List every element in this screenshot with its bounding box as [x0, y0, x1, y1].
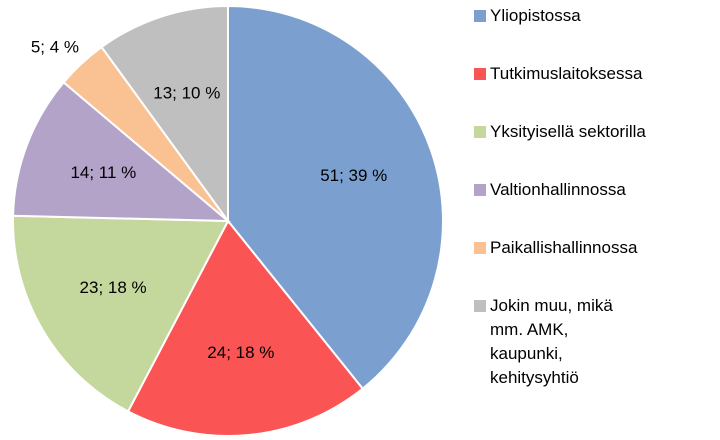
data-label: 51; 39 % [320, 166, 387, 185]
pie-slice [126, 219, 365, 437]
legend-item: Valtionhallinnossa [474, 178, 720, 236]
legend-item: Tutkimuslaitoksessa [474, 62, 720, 120]
data-label: 5; 4 % [31, 37, 79, 56]
data-label: 24; 18 % [207, 343, 274, 362]
legend-label: Paikallishallinnossa [490, 238, 638, 257]
legend-label: Valtionhallinnossa [490, 180, 626, 199]
legend-item: Yliopistossa [474, 4, 720, 62]
legend: Yliopistossa Tutkimuslaitoksessa Yksityise… [474, 4, 720, 387]
legend-label: Yksityisellä sektorilla [490, 122, 646, 141]
legend-item: Yksityisellä sektorilla [474, 120, 720, 178]
pie-slice [100, 4, 229, 225]
legend-swatch [474, 10, 486, 22]
legend-swatch [474, 300, 486, 312]
legend-label: Yliopistossa [490, 6, 581, 25]
data-label: 23; 18 % [80, 278, 147, 297]
legend-swatch [474, 68, 486, 80]
data-label: 13; 10 % [153, 84, 220, 103]
legend-swatch [474, 242, 486, 254]
legend-swatch [474, 184, 486, 196]
pie-slice [12, 214, 230, 413]
legend-label: Tutkimuslaitoksessa [490, 64, 643, 83]
data-label: 14; 11 % [70, 163, 136, 182]
pie-slice [227, 4, 444, 391]
legend-label: Jokin muu, mikä mm. AMK, kaupunki, kehit… [490, 296, 613, 387]
legend-swatch [474, 126, 486, 138]
legend-item: Paikallishallinnossa [474, 236, 720, 294]
pie: 51; 39 % 24; 18 % 23; 18 % 14; 11 % 5; 4 % 13… [12, 4, 444, 437]
pie-slice [12, 80, 231, 223]
legend-item: Jokin muu, mikä mm. AMK, kaupunki, kehit… [474, 294, 720, 387]
